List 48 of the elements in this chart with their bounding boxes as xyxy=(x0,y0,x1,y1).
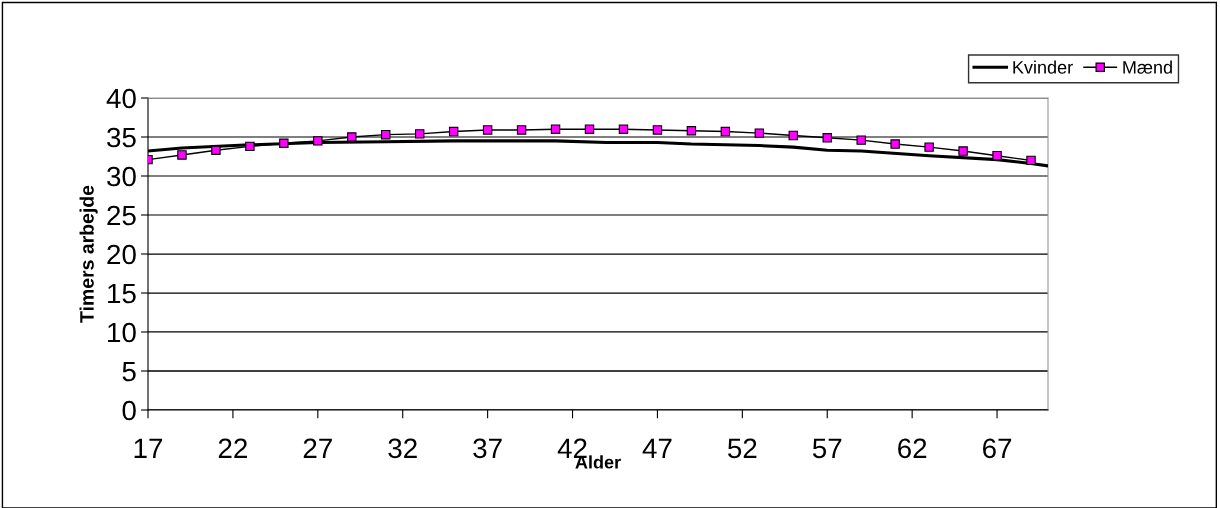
point xyxy=(1026,155,1036,166)
point xyxy=(381,129,391,140)
y-tick-label: 0 xyxy=(122,400,136,421)
y-tick-label: 10 xyxy=(108,322,136,343)
point xyxy=(618,124,629,134)
x-tick-label: 67 xyxy=(983,438,1012,459)
y-tick-label: 30 xyxy=(107,166,136,187)
x-tick-label: 22 xyxy=(218,438,247,458)
point xyxy=(958,146,968,156)
y-tick-label: 5 xyxy=(122,361,136,382)
point xyxy=(516,125,527,135)
point xyxy=(720,126,731,137)
point xyxy=(313,136,323,146)
point xyxy=(788,130,799,141)
point xyxy=(856,135,866,145)
x-tick-label: 17 xyxy=(134,438,163,458)
point xyxy=(211,145,221,155)
point xyxy=(652,125,663,135)
x-tick-label: 57 xyxy=(812,438,842,459)
legend-label: Kvinder xyxy=(1013,60,1073,74)
point xyxy=(177,150,187,160)
point xyxy=(482,125,493,135)
point xyxy=(992,150,1002,161)
y-tick-label: 20 xyxy=(107,244,136,265)
x-tick-label: 52 xyxy=(728,438,757,459)
x-tick-label: 62 xyxy=(898,438,927,459)
y-tick-label: 15 xyxy=(108,283,136,304)
y-axis-title: Timers arbejde xyxy=(79,185,98,323)
point xyxy=(550,124,561,134)
point xyxy=(245,141,255,152)
x-tick-label: 27 xyxy=(303,438,332,458)
point xyxy=(347,132,357,142)
x-tick-label: 32 xyxy=(388,438,417,459)
x-tick-label: 37 xyxy=(473,438,502,459)
point xyxy=(924,142,934,152)
y-tick-label: 40 xyxy=(106,88,136,109)
point xyxy=(822,133,832,143)
y-tick-label: 35 xyxy=(107,127,136,148)
legend-label: Mænd xyxy=(1123,60,1172,74)
point xyxy=(890,139,900,149)
y-tick-label: 25 xyxy=(107,205,136,226)
point xyxy=(754,128,765,138)
x-tick-label: 47 xyxy=(642,438,672,458)
point xyxy=(686,126,697,136)
point xyxy=(584,124,595,134)
point xyxy=(414,129,425,139)
point xyxy=(448,126,459,137)
point xyxy=(279,138,289,148)
